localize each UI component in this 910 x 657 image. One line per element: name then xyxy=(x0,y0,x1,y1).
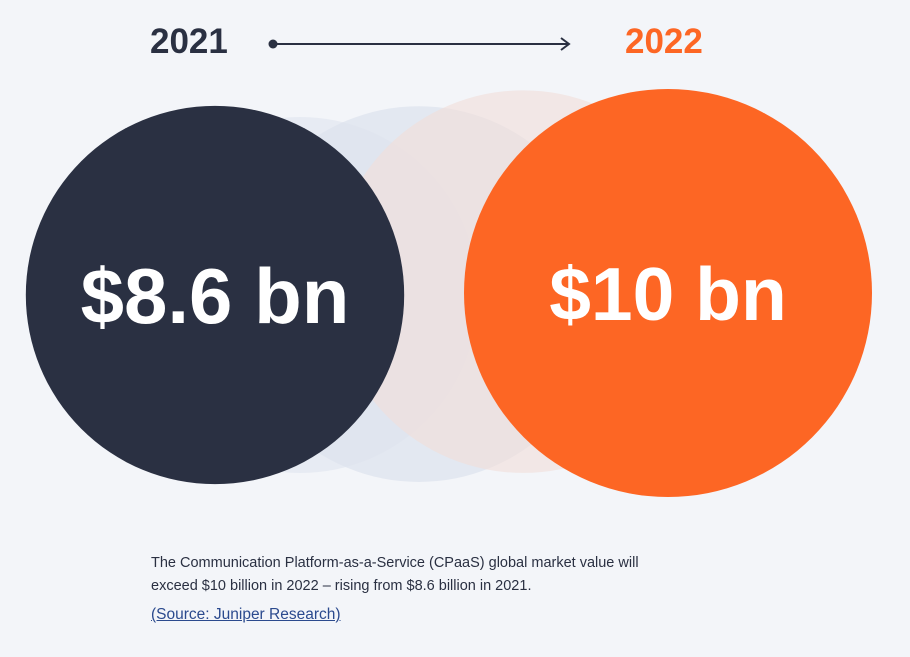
bubble-2021 xyxy=(25,105,405,485)
year-2021-label: 2021 xyxy=(150,22,228,61)
bubble-label-2022: $10 bn xyxy=(549,252,787,336)
source-link[interactable]: (Source: Juniper Research) xyxy=(151,606,341,623)
data-bubbles: $8.6 bn $10 bn xyxy=(25,89,872,497)
year-2022-label: 2022 xyxy=(625,22,703,61)
caption-line-2: exceed $10 billion in 2022 – rising from… xyxy=(151,578,532,594)
caption-line-1: The Communication Platform-as-a-Service … xyxy=(151,555,639,571)
timeline-arrow-icon xyxy=(268,37,571,51)
bubble-label-2021: $8.6 bn xyxy=(81,252,350,340)
caption: The Communication Platform-as-a-Service … xyxy=(151,552,691,598)
bubble-chart: $8.6 bn $10 bn xyxy=(25,89,872,497)
bubble-2022 xyxy=(464,89,872,497)
